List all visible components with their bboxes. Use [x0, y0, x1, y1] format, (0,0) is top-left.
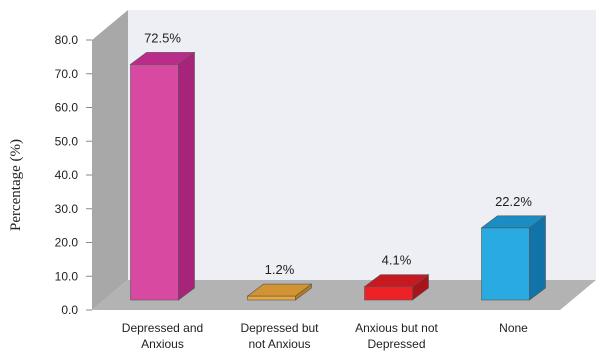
y-tick-label: 0.0	[61, 303, 78, 317]
y-axis: 0.0 10.0 20.0 30.0 40.0 50.0 60.0 70.0 80.0	[55, 33, 92, 317]
bar-front	[247, 295, 296, 301]
bar-top	[363, 274, 430, 287]
x-axis: Depressed and Anxious Depressed but not Anx…	[122, 321, 528, 351]
y-tick-label: 80.0	[55, 33, 79, 47]
y-tick-label: 40.0	[55, 168, 79, 182]
data-label: 22.2%	[495, 194, 532, 209]
bar-side	[529, 215, 546, 301]
bars: 72.5% 1.2% 4.1% 22.2%	[129, 30, 547, 301]
chart-floor	[92, 280, 596, 310]
y-tick-label: 30.0	[55, 202, 79, 216]
chart-back-wall	[128, 10, 596, 280]
bar-top	[480, 215, 547, 229]
y-tick-label: 20.0	[55, 236, 79, 250]
bar-top	[129, 52, 196, 65]
bar-front	[130, 64, 179, 301]
category-label: Depressed and Anxious	[122, 321, 203, 351]
y-tick-label: 70.0	[55, 67, 79, 81]
data-label: 4.1%	[382, 253, 412, 268]
data-label: 1.2%	[265, 262, 295, 277]
category-label: Depressed but not Anxious	[240, 321, 319, 351]
bar: 1.2%	[246, 262, 313, 301]
y-axis-label: Percentage (%)	[8, 139, 24, 231]
category-label: None	[499, 321, 528, 335]
bar-top	[246, 283, 313, 297]
data-label: 72.5%	[144, 30, 181, 45]
chart-side-wall	[92, 10, 128, 310]
bar: 4.1%	[363, 253, 430, 301]
category-label: Anxious but not Depressed	[355, 321, 438, 351]
y-tick-label: 50.0	[55, 134, 79, 148]
bar-front	[481, 227, 530, 301]
bar: 22.2%	[480, 194, 547, 301]
bar: 72.5%	[129, 30, 196, 301]
bar-side	[178, 51, 195, 301]
y-tick-label: 10.0	[55, 269, 79, 283]
bar-front	[364, 286, 413, 301]
y-tick-label: 60.0	[55, 101, 79, 115]
